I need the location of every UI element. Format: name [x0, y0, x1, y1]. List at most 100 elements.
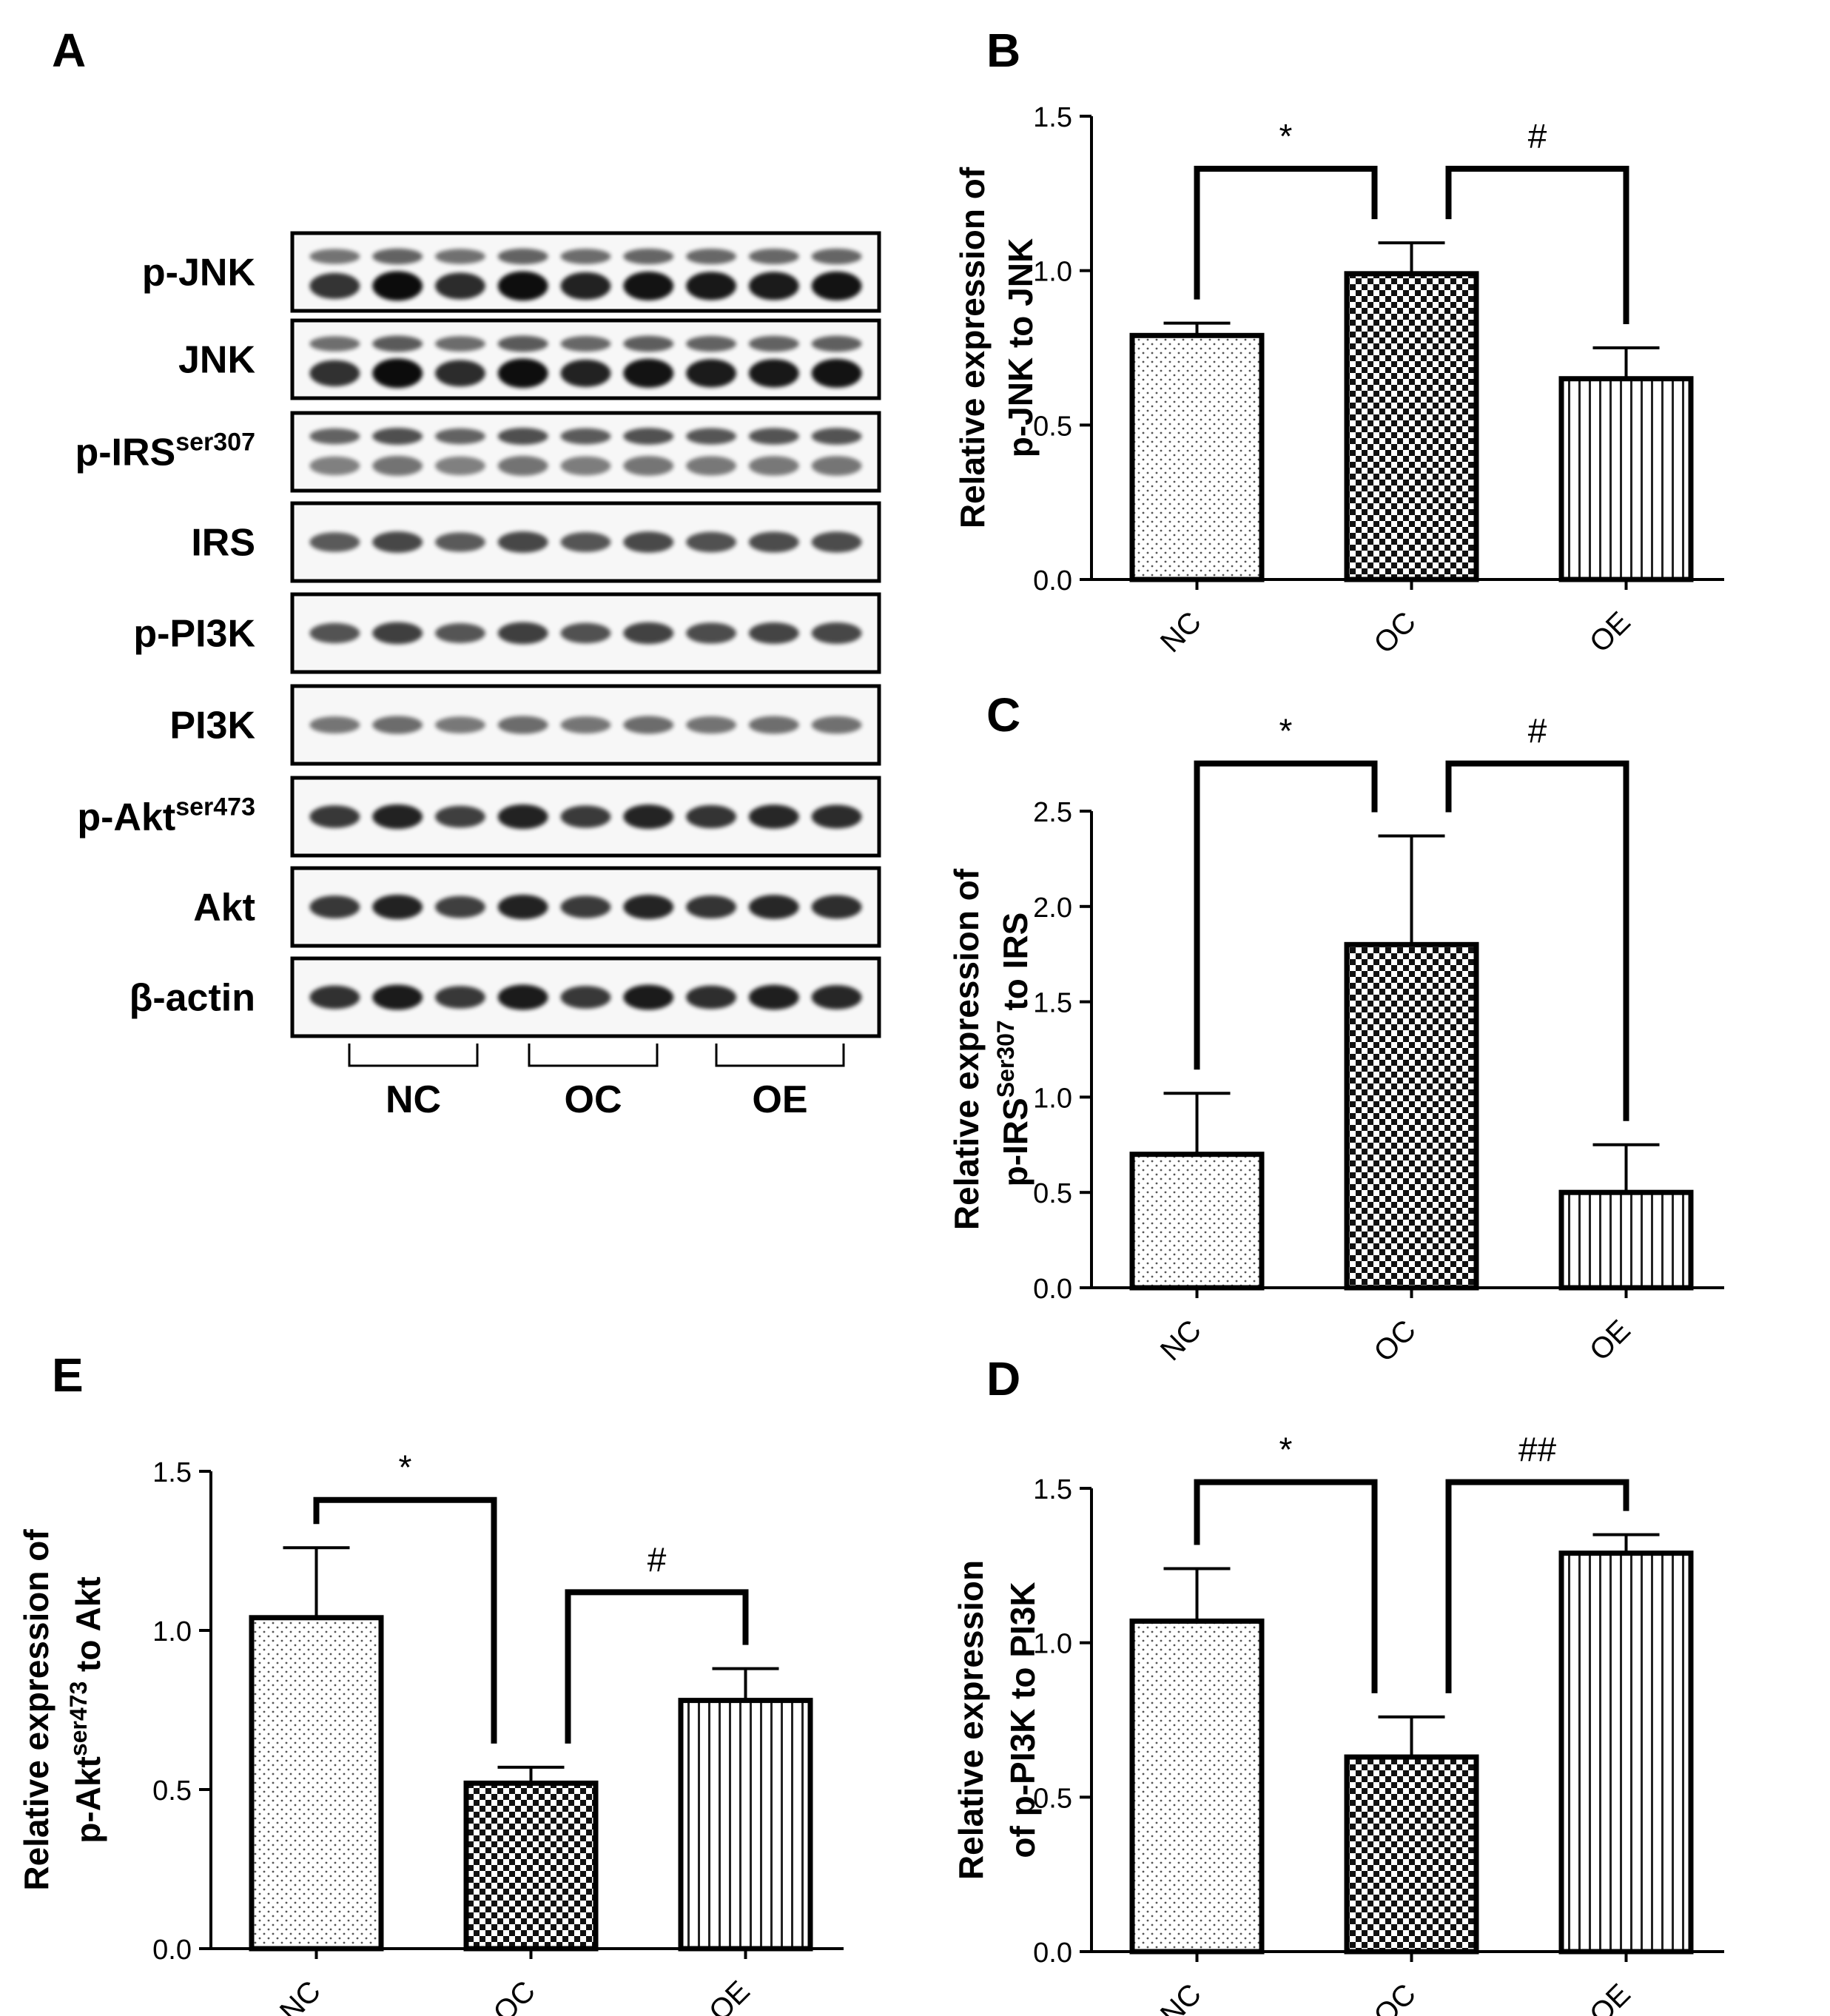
blot-band [497, 358, 548, 389]
blot-band [372, 804, 423, 830]
blot-band [309, 428, 360, 445]
blot-band [686, 716, 736, 734]
significance-bracket [313, 1496, 497, 1744]
blot-band [309, 249, 360, 264]
y-tick-label: 2.5 [1033, 797, 1072, 828]
significance-label: # [1528, 117, 1547, 155]
blot-band [686, 248, 736, 265]
blot-row-actin: β-actin [129, 956, 881, 1038]
blot-band [560, 428, 611, 445]
blot-band [560, 456, 611, 476]
blot-band [811, 335, 862, 352]
blot-band [372, 716, 423, 734]
blot-band [811, 716, 862, 734]
blot-band [372, 358, 423, 389]
blot-band [748, 984, 799, 1010]
blot-label-text: PI3K [169, 705, 255, 747]
blot-row-label: IRS [191, 522, 255, 565]
blot-label-text: p-Akt [77, 796, 175, 839]
y-axis-label-text: p-Akt [69, 1756, 107, 1844]
blot-band [309, 456, 360, 476]
x-tick-label: OC [1368, 1314, 1422, 1368]
blot-band [309, 985, 360, 1009]
blot-band [435, 336, 485, 352]
bar-oc [1344, 941, 1479, 1291]
blot-band [811, 358, 862, 388]
y-axis-label: p-JNK to JNK [1001, 238, 1040, 457]
blot-band [560, 359, 611, 387]
blot-band [372, 622, 423, 645]
blot-band [560, 986, 611, 1009]
blot-row-label: PI3K [169, 705, 255, 747]
blot-row-pakt: p-Aktser473 [77, 776, 881, 858]
chart-panel-c: C 0.0 0.5 1.0 1.5 2.0 2.5 Relative expression o… [947, 688, 1724, 1368]
blot-band [748, 531, 799, 553]
y-axis-label: Relative expression of [947, 868, 986, 1230]
y-axis-label: Relative expression [952, 1560, 990, 1880]
bar-oe [1558, 1550, 1694, 1955]
bar-nc [1129, 332, 1265, 582]
blot-band [623, 984, 674, 1010]
blot-band [748, 716, 799, 734]
blot-band [497, 984, 548, 1010]
blot-row-jnk: JNK [178, 318, 881, 400]
chart-panel-e: E 0.0 0.5 1.0 1.5 Relative expression of p-Akt… [17, 1348, 844, 2016]
blot-row-pirs: p-IRSser307 [75, 411, 881, 493]
blot-label-text: β-actin [129, 977, 255, 1020]
y-tick-label: 2.0 [1033, 893, 1072, 924]
blot-band [811, 622, 862, 644]
blot-band [686, 895, 736, 919]
significance-bracket [1194, 165, 1378, 300]
blot-band [309, 336, 360, 352]
blot-band [435, 360, 485, 387]
blot-band [811, 531, 862, 553]
y-tick-label: 1.0 [1033, 1083, 1072, 1114]
bar-oe [678, 1698, 813, 1952]
blot-rows: p-JNKJNKp-IRSser307IRSp-PI3KPI3Kp-Aktser… [75, 231, 881, 1038]
blot-band [372, 984, 423, 1010]
bar-nc [1129, 1152, 1265, 1291]
x-tick-label: OE [703, 1975, 756, 2016]
blot-band [372, 248, 423, 265]
y-tick-label: 1.5 [1033, 102, 1072, 133]
x-tick-label: NC [1154, 1314, 1208, 1367]
blot-band [497, 248, 548, 265]
blot-band [623, 804, 674, 830]
significance-label: * [1279, 1431, 1293, 1469]
y-tick-label: 1.5 [1033, 988, 1072, 1019]
blot-band [686, 456, 736, 476]
blot-label-text: p-PI3K [133, 613, 255, 656]
y-tick-label: 0.0 [1033, 1938, 1072, 1969]
chart-panel-b: B 0.0 0.5 1.0 1.5 Relative expression of p-JNK… [953, 24, 1724, 660]
blot-band [560, 335, 611, 352]
y-tick-label: 1.0 [1033, 1629, 1072, 1660]
panel-letter-a: A [52, 24, 86, 77]
blot-group-label: OE [752, 1078, 807, 1121]
panel-letter: D [986, 1352, 1020, 1405]
blot-band [435, 623, 485, 643]
blot-label-superscript: ser473 [175, 793, 255, 821]
blot-band [811, 428, 862, 445]
blot-band [372, 271, 423, 301]
y-tick-label: 1.0 [152, 1616, 192, 1647]
blot-band [686, 428, 736, 445]
blot-band [560, 531, 611, 553]
blot-band [811, 271, 862, 300]
blot-band [560, 249, 611, 264]
blot-band [309, 896, 360, 918]
y-tick-label: 0.5 [152, 1775, 192, 1807]
blot-band [748, 335, 799, 352]
y-axis-label: p-Aktser473 to Akt [65, 1576, 107, 1843]
y-axis-label-text: Relative expression [952, 1560, 990, 1880]
blot-band [497, 622, 548, 645]
blot-group-label: OC [565, 1078, 622, 1121]
blot-band [686, 359, 736, 388]
chart-panel-d: D 0.0 0.5 1.0 1.5 Relative expression of p-PI3… [952, 1352, 1724, 2016]
blot-band [686, 804, 736, 829]
blot-band [497, 455, 548, 476]
blot-band [623, 531, 674, 553]
blot-band [560, 716, 611, 734]
blot-band [748, 272, 799, 300]
blot-band [811, 248, 862, 265]
